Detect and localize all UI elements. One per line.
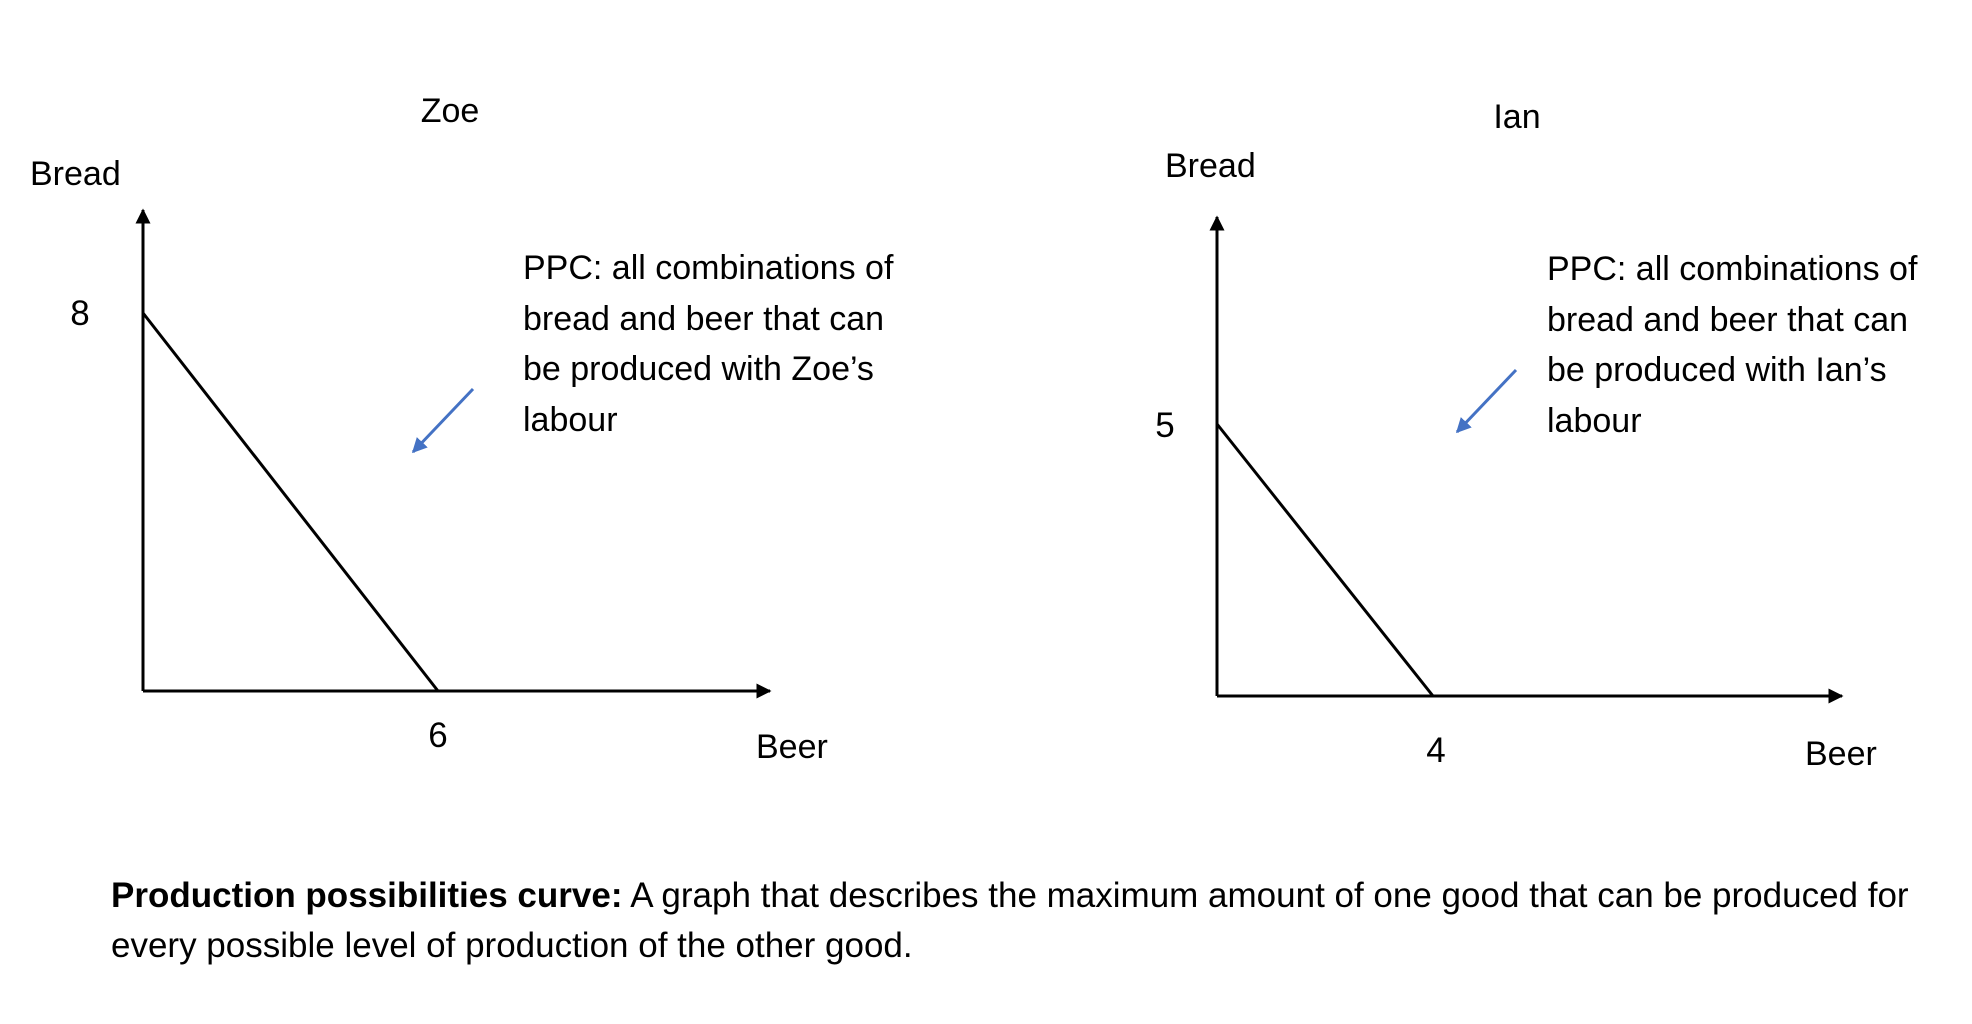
chart-zoe-x-axis-label: Beer [756, 728, 828, 766]
chart-zoe-x-tick: 6 [428, 716, 447, 755]
chart-zoe-annotation-line-1: PPC: all combinations of [523, 249, 894, 287]
chart-zoe-ppc-line [141, 312, 440, 692]
chart-zoe: Zoe Bread Beer 8 6 PPC: all combinations… [30, 92, 894, 766]
chart-ian-x-axis-label: Beer [1805, 735, 1877, 773]
ppc-definition-text: A graph that describes the maximum amoun… [111, 876, 1909, 965]
chart-ian-annotation-line-4: labour [1547, 402, 1642, 440]
chart-zoe-annotation-line-4: labour [523, 401, 618, 439]
chart-ian-y-axis-label: Bread [1165, 147, 1256, 185]
chart-zoe-y-axis-label: Bread [30, 155, 121, 193]
chart-zoe-y-tick: 8 [70, 294, 89, 333]
chart-ian-annotation-line-3: be produced with Ian’s [1547, 351, 1887, 389]
chart-ian: Ian Bread Beer 5 4 PPC: all combinations… [1155, 98, 1918, 773]
chart-ian-annotation-line-2: bread and beer that can [1547, 301, 1908, 339]
ppc-definition-term: Production possibilities curve: [111, 876, 623, 915]
chart-zoe-title: Zoe [421, 92, 480, 130]
chart-zoe-annotation-line-2: bread and beer that can [523, 300, 884, 338]
chart-zoe-annotation-line-3: be produced with Zoe’s [523, 350, 874, 388]
chart-ian-annotation-arrow [1455, 368, 1518, 434]
chart-ian-y-tick: 5 [1155, 406, 1174, 445]
chart-ian-ppc-line [1215, 423, 1435, 697]
chart-ian-x-tick: 4 [1426, 731, 1445, 770]
chart-ian-annotation-line-1: PPC: all combinations of [1547, 250, 1918, 288]
chart-ian-title: Ian [1493, 98, 1540, 136]
ppc-definition: Production possibilities curve: A graph … [111, 871, 1911, 971]
chart-zoe-annotation-arrow [411, 387, 475, 454]
